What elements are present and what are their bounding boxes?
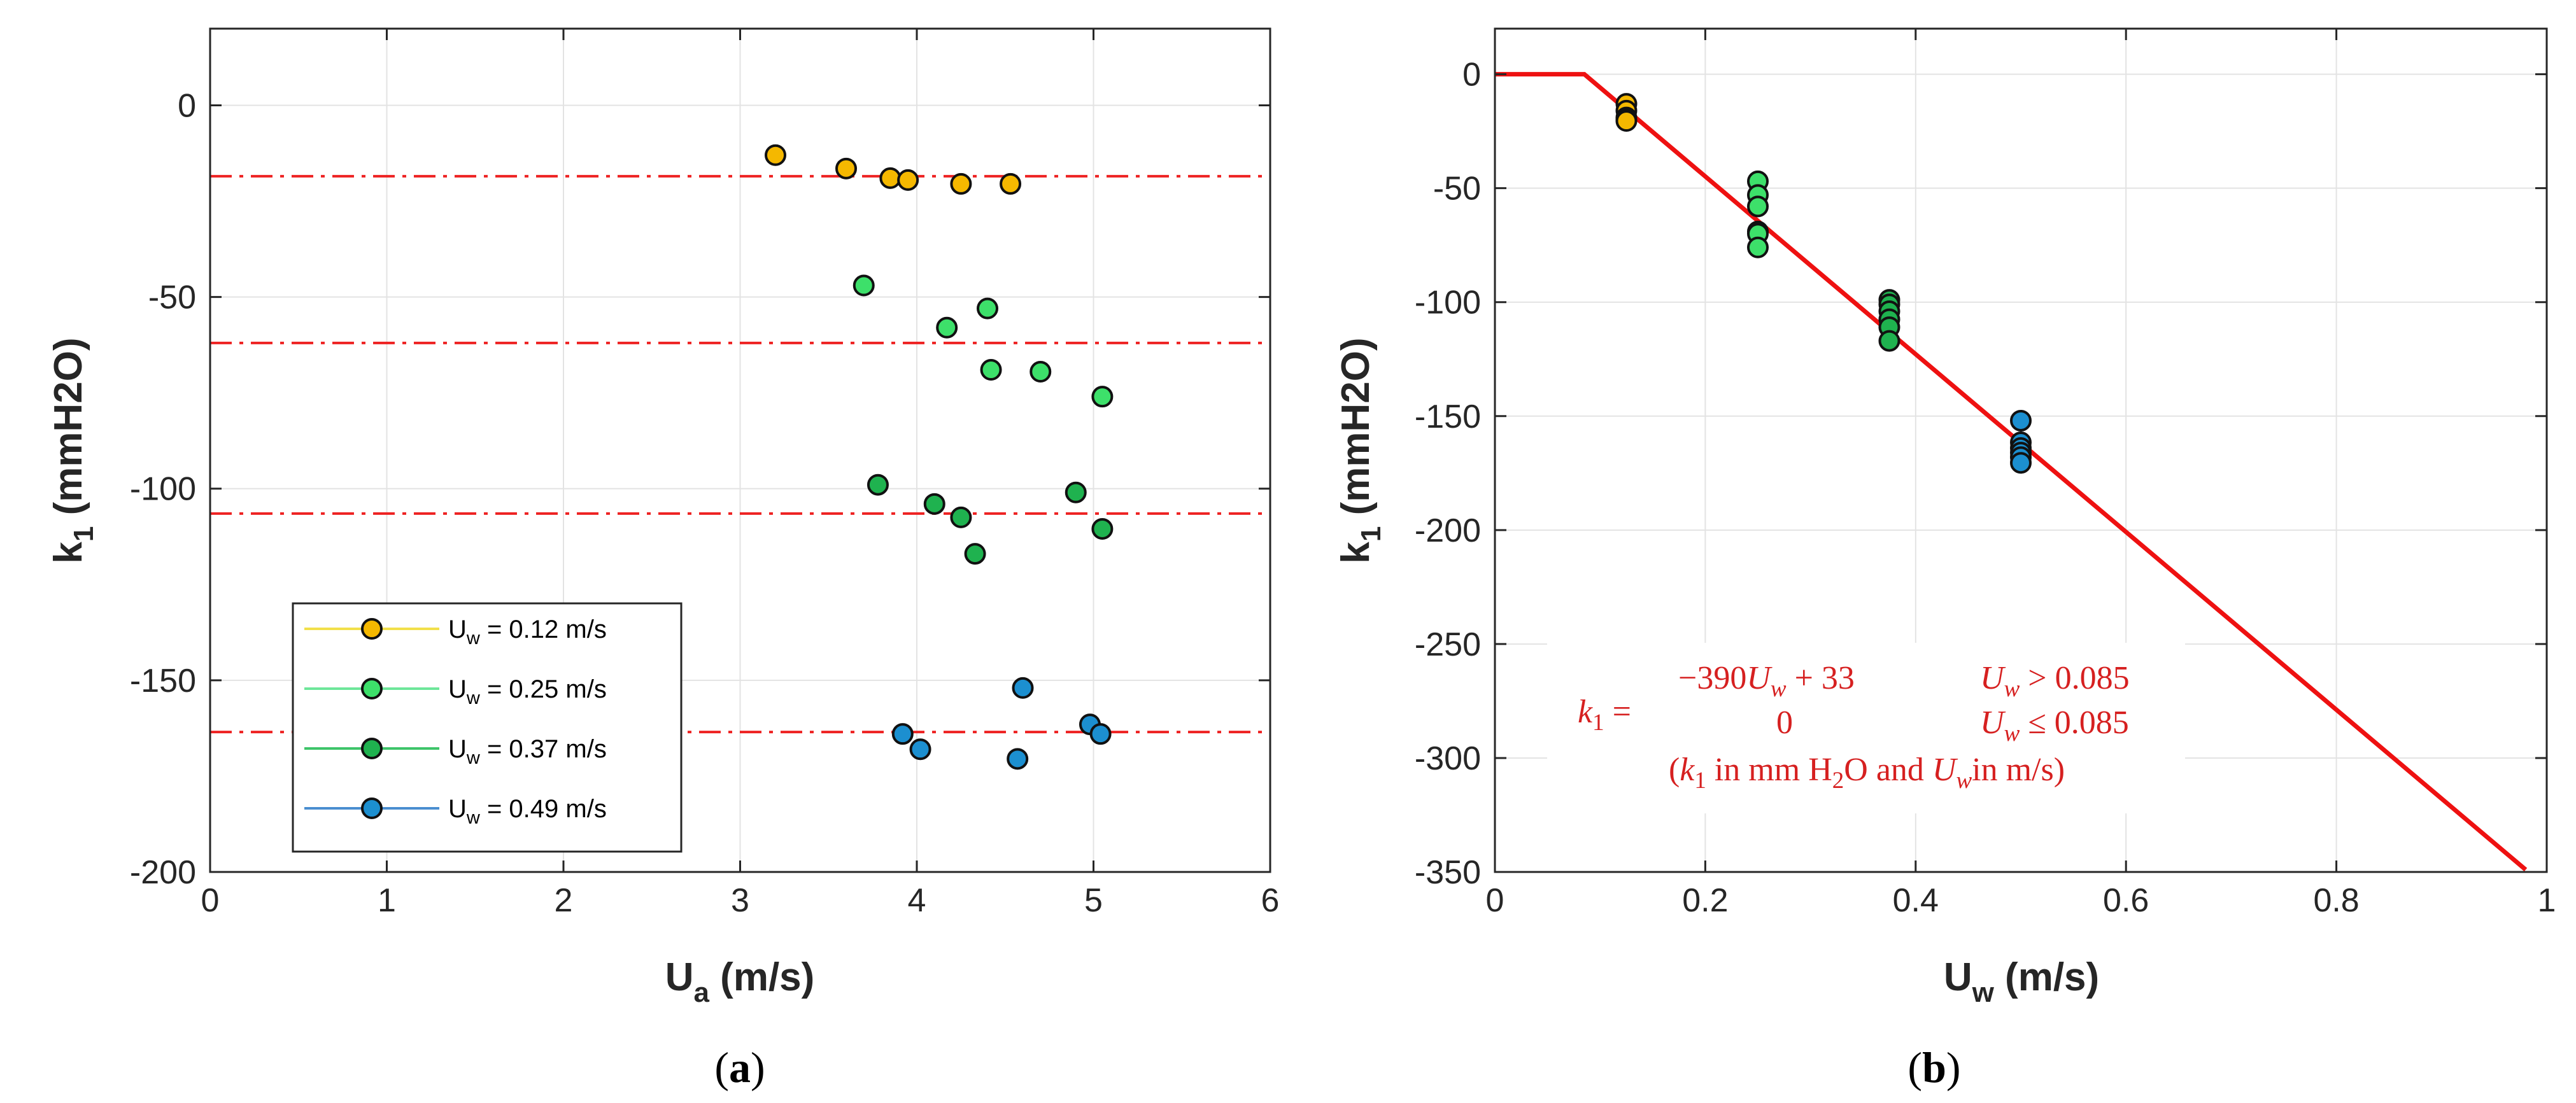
data-point-a-s2 (980, 359, 1002, 381)
data-point-a-s2 (1030, 361, 1052, 383)
data-point-b-s1 (1615, 110, 1638, 132)
data-point-b-s4 (2010, 452, 2032, 474)
data-point-a-s1 (897, 169, 919, 191)
legend-entry-2: Uw = 0.25 m/s (304, 675, 607, 708)
data-point-a-s3 (923, 493, 945, 515)
tick-labels-b: 0 0.2 0.4 0.6 0.8 1 0 -50 -100 -150 -200 -250 -300 -3… (1415, 29, 2556, 919)
data-points-a (765, 144, 1114, 770)
y-tick-label-b: -350 (1415, 854, 1481, 891)
formula-case-1-expr: −390Uw + 33 (1678, 660, 1855, 702)
formula-case-1-condition: Uw > 0.085 (1980, 660, 2130, 702)
y-axis-label-a: k1 (mmH2O) (46, 337, 99, 563)
y-tick-label-a: -150 (130, 663, 196, 699)
x-tick-label-a: 5 (1084, 882, 1103, 919)
data-point-a-s1 (765, 144, 786, 166)
data-point-a-s3 (964, 543, 986, 565)
x-tick-label-a: 2 (555, 882, 573, 919)
data-point-b-s4 (2010, 409, 2032, 432)
formula-case-2-expr: 0 (1776, 705, 1793, 741)
legend-label-4: Uw = 0.49 m/s (448, 795, 607, 828)
data-point-a-s1 (879, 167, 902, 189)
x-axis-label-b: Uw (m/s) (1944, 955, 2099, 1008)
data-point-b-s3 (1878, 330, 1900, 352)
legend-marker-2 (361, 678, 383, 699)
formula-annotation: k1 = −390Uw + 33 Uw > 0.085 0 Uw ≤ 0.085… (1547, 643, 2185, 813)
fit-line (1495, 72, 2528, 872)
y-tick-label-b: -100 (1415, 285, 1481, 321)
chart-panel-a: 0 1 2 3 4 5 6 0 -50 -100 -150 -200 Ua (m/s) k1 (mmH… (46, 27, 1280, 1092)
y-tick-label-b: -200 (1415, 512, 1481, 549)
legend-a: Uw = 0.12 m/s Uw = 0.25 m/s Uw = 0.37 m/… (292, 602, 683, 853)
y-tick-label-a: -50 (148, 279, 196, 316)
x-tick-label-a: 0 (201, 882, 220, 919)
legend-entry-3: Uw = 0.37 m/s (304, 735, 607, 768)
data-point-a-s4 (1007, 748, 1029, 770)
y-tick-label-b: -300 (1415, 740, 1481, 777)
x-axis-label-a: Ua (m/s) (665, 955, 815, 1008)
legend-entry-1: Uw = 0.12 m/s (304, 615, 607, 649)
data-point-a-s3 (1065, 481, 1087, 503)
axes-box-b (1494, 27, 2548, 873)
data-point-a-s3 (867, 474, 889, 496)
panel-label-a: (a) (714, 1043, 765, 1092)
x-tick-label-b: 0.6 (2103, 882, 2149, 919)
x-tick-label-a: 3 (731, 882, 749, 919)
legend-box (292, 602, 683, 853)
grid-a (209, 29, 1271, 873)
data-point-a-s3 (1091, 517, 1114, 540)
y-tick-label-b: -250 (1415, 626, 1481, 663)
data-points-b (1615, 93, 2032, 474)
tick-labels-a: 0 1 2 3 4 5 6 0 -50 -100 -150 -200 (130, 29, 1280, 919)
chart-panel-b: k1 = −390Uw + 33 Uw > 0.085 0 Uw ≤ 0.085… (1334, 27, 2556, 1092)
legend-label-2: Uw = 0.25 m/s (448, 675, 607, 708)
data-point-a-s2 (936, 316, 958, 339)
y-tick-label-a: 0 (178, 87, 196, 124)
y-axis-label-b: k1 (mmH2O) (1334, 337, 1387, 563)
data-point-b-s2 (1747, 195, 1769, 218)
data-point-b-s2 (1747, 236, 1769, 258)
y-tick-label-a: -200 (130, 854, 196, 891)
x-tick-label-a: 4 (908, 882, 926, 919)
data-point-a-s1 (950, 172, 972, 195)
formula-background (1547, 643, 2185, 813)
formula-case-2-condition: Uw ≤ 0.085 (1980, 705, 2129, 747)
y-tick-label-a: -100 (130, 471, 196, 508)
data-point-a-s4 (1012, 677, 1034, 699)
formula-lhs: k1 = (1578, 694, 1631, 736)
data-point-a-s1 (835, 157, 857, 179)
legend-marker-1 (361, 618, 383, 640)
x-tick-label-b: 0.8 (2313, 882, 2359, 919)
legend-marker-4 (361, 797, 383, 819)
fit-line-b (1495, 72, 2528, 872)
x-tick-label-a: 1 (378, 882, 396, 919)
x-tick-label-b: 0.2 (1682, 882, 1728, 919)
legend-marker-3 (361, 738, 383, 759)
data-point-a-s4 (909, 738, 931, 761)
y-tick-label-b: -50 (1433, 171, 1481, 207)
x-tick-label-b: 0 (1486, 882, 1504, 919)
x-tick-label-a: 6 (1261, 882, 1280, 919)
data-point-a-s4 (1089, 723, 1112, 745)
legend-entry-4: Uw = 0.49 m/s (304, 795, 607, 828)
x-tick-label-b: 1 (2538, 882, 2556, 919)
formula-units-note: (k1 in mm H2O and Uwin m/s) (1669, 752, 2065, 794)
data-point-a-s3 (950, 506, 972, 528)
data-point-a-s1 (1000, 172, 1022, 195)
legend-label-3: Uw = 0.37 m/s (448, 735, 607, 768)
x-tick-label-b: 0.4 (1893, 882, 1939, 919)
panel-label-b: (b) (1907, 1043, 1960, 1092)
data-point-a-s4 (891, 723, 914, 745)
data-point-a-s2 (1091, 386, 1114, 408)
y-tick-label-b: 0 (1462, 57, 1481, 94)
y-tick-label-b: -150 (1415, 398, 1481, 435)
data-point-a-s2 (853, 274, 875, 297)
legend-label-1: Uw = 0.12 m/s (448, 615, 607, 649)
data-point-a-s2 (977, 297, 998, 320)
